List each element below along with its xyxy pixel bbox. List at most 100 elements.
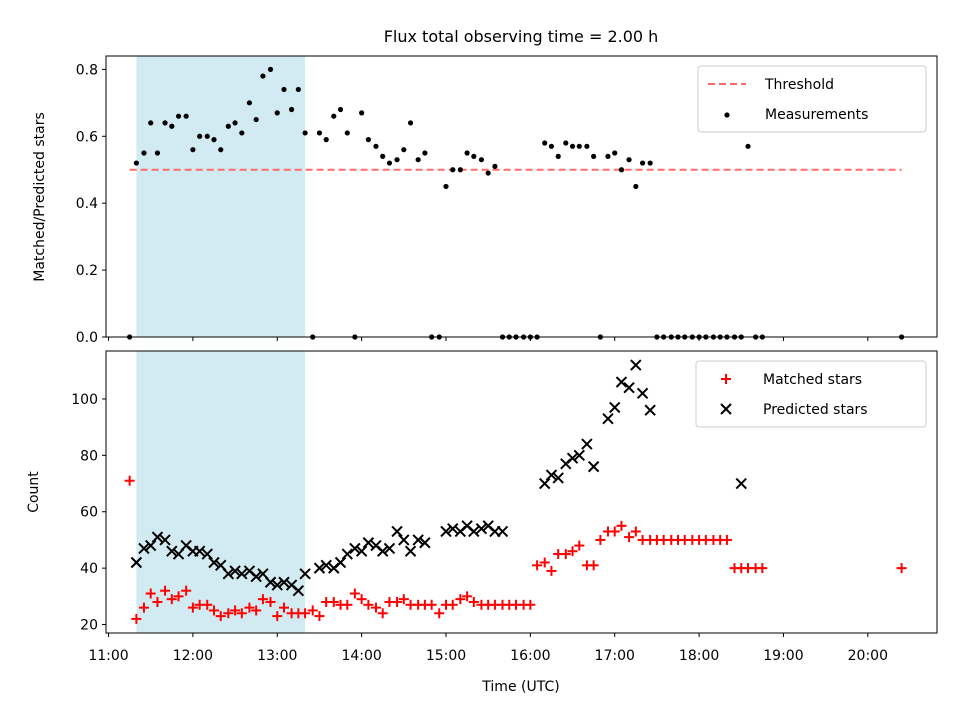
predicted-star-point <box>355 545 368 557</box>
matched-star-point <box>356 594 367 605</box>
top-shaded-span <box>136 56 306 337</box>
measurement-point <box>380 153 386 159</box>
measurement-point <box>401 147 407 153</box>
x-tick-label: 12:00 <box>173 648 213 664</box>
predicted-star-point <box>404 545 417 557</box>
measurement-point <box>331 113 337 119</box>
measurement-point <box>492 163 498 169</box>
top-data-layer <box>127 66 905 340</box>
measurement-point <box>281 86 287 93</box>
matched-star-point <box>609 526 620 537</box>
legend-measurements-label: Measurements <box>765 107 868 123</box>
measurement-point <box>576 143 582 149</box>
measurement-point <box>633 183 639 190</box>
matched-star-point <box>370 602 381 613</box>
y-tick-label: 20 <box>80 618 98 634</box>
measurement-point <box>478 157 485 163</box>
matched-star-point <box>257 594 268 605</box>
predicted-star-point <box>193 545 206 557</box>
x-tick-label: 13:00 <box>257 648 297 664</box>
matched-star-point <box>595 534 606 545</box>
predicted-star-point <box>201 548 213 560</box>
measurement-point <box>267 66 274 72</box>
predicted-star-point <box>391 525 403 538</box>
predicted-star-point <box>299 568 311 580</box>
matched-star-point <box>236 608 247 619</box>
predicted-star-point <box>334 556 347 569</box>
predicted-star-point <box>208 556 220 569</box>
measurement-point <box>289 106 295 113</box>
matched-star-point <box>131 613 142 624</box>
predicted-star-point <box>151 531 164 543</box>
measurement-point <box>415 157 421 163</box>
matched-star-point <box>426 599 437 610</box>
predicted-star-point <box>552 472 564 484</box>
matched-star-point <box>181 585 192 596</box>
bottom-data-layer <box>124 359 907 624</box>
measurement-point <box>471 153 477 159</box>
measurement-point <box>141 150 147 156</box>
y-tick-label: 100 <box>71 392 98 408</box>
matched-star-point <box>455 594 466 605</box>
legend-matched-label: Matched stars <box>763 372 862 388</box>
measurement-point <box>464 150 470 156</box>
matched-star-point <box>560 549 571 560</box>
predicted-star-point <box>623 381 635 394</box>
matched-star-point <box>173 591 184 602</box>
matched-star-point <box>525 599 536 610</box>
measurement-point <box>422 150 428 156</box>
matched-star-point <box>187 602 198 613</box>
matched-star-point <box>208 605 219 616</box>
matched-star-point <box>434 608 445 619</box>
matched-star-point <box>145 588 156 599</box>
predicted-star-point <box>447 522 459 535</box>
predicted-star-point <box>475 522 488 535</box>
matched-star-point <box>721 534 732 545</box>
y-tick-label: 0.8 <box>76 62 98 78</box>
bottom-legend-box <box>695 360 927 428</box>
matched-star-point <box>574 540 585 551</box>
matched-star-point <box>244 602 255 613</box>
top-axes-frame <box>105 55 938 338</box>
matched-star-point <box>462 591 473 602</box>
matched-star-point <box>152 596 163 607</box>
y-tick-label: 0.2 <box>76 263 98 279</box>
predicted-star-point <box>581 438 593 450</box>
y-tick-label: 0.4 <box>76 196 98 212</box>
matched-star-point <box>468 596 479 607</box>
measurement-point <box>169 123 175 129</box>
matched-star-point <box>202 599 213 610</box>
matched-star-point <box>251 605 262 616</box>
bottom-legend: Matched stars Predicted stars <box>695 360 927 428</box>
x-tick-label: 11:00 <box>88 648 128 664</box>
predicted-star-point <box>609 401 621 414</box>
x-tick-label: 17:00 <box>595 648 635 664</box>
predicted-star-point <box>419 537 431 549</box>
x-tick-label: 15:00 <box>426 648 466 664</box>
measurement-point <box>218 147 224 153</box>
measurement-point <box>542 140 548 146</box>
matched-star-point <box>160 585 171 596</box>
x-tick-label: 14:00 <box>341 648 381 664</box>
predicted-star-point <box>349 542 361 555</box>
legend-predicted-label: Predicted stars <box>763 402 868 418</box>
matched-star-point <box>342 599 353 610</box>
measurement-point <box>190 147 196 153</box>
x-tick-label: 19:00 <box>763 648 803 664</box>
x-tick-label: 20:00 <box>848 648 888 664</box>
predicted-star-point <box>496 525 509 538</box>
matched-star-point <box>215 611 226 622</box>
measurement-point <box>323 137 329 143</box>
matched-star-point <box>279 602 290 613</box>
measurement-point <box>197 133 203 139</box>
predicted-star-point <box>615 376 628 388</box>
measurement-point <box>612 150 618 156</box>
predicted-star-point <box>236 568 248 580</box>
top-axes: 0.0 0.2 0.4 0.6 0.8 <box>76 62 869 346</box>
predicted-star-point <box>271 579 283 591</box>
predicted-star-point <box>644 404 656 416</box>
measurement-point <box>548 143 555 149</box>
measurement-point <box>563 140 569 146</box>
matched-star-point <box>314 611 325 622</box>
measurement-point <box>211 137 217 143</box>
